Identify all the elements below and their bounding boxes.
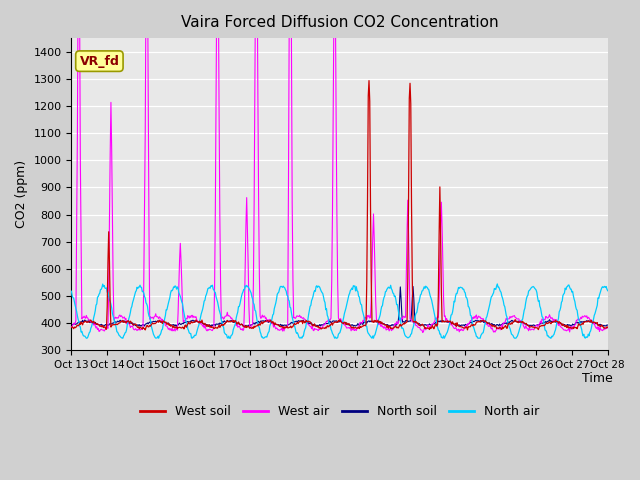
Y-axis label: CO2 (ppm): CO2 (ppm) [15,160,28,228]
Text: VR_fd: VR_fd [79,55,119,68]
X-axis label: Time: Time [582,372,613,385]
Legend: West soil, West air, North soil, North air: West soil, West air, North soil, North a… [134,400,545,423]
Title: Vaira Forced Diffusion CO2 Concentration: Vaira Forced Diffusion CO2 Concentration [180,15,499,30]
